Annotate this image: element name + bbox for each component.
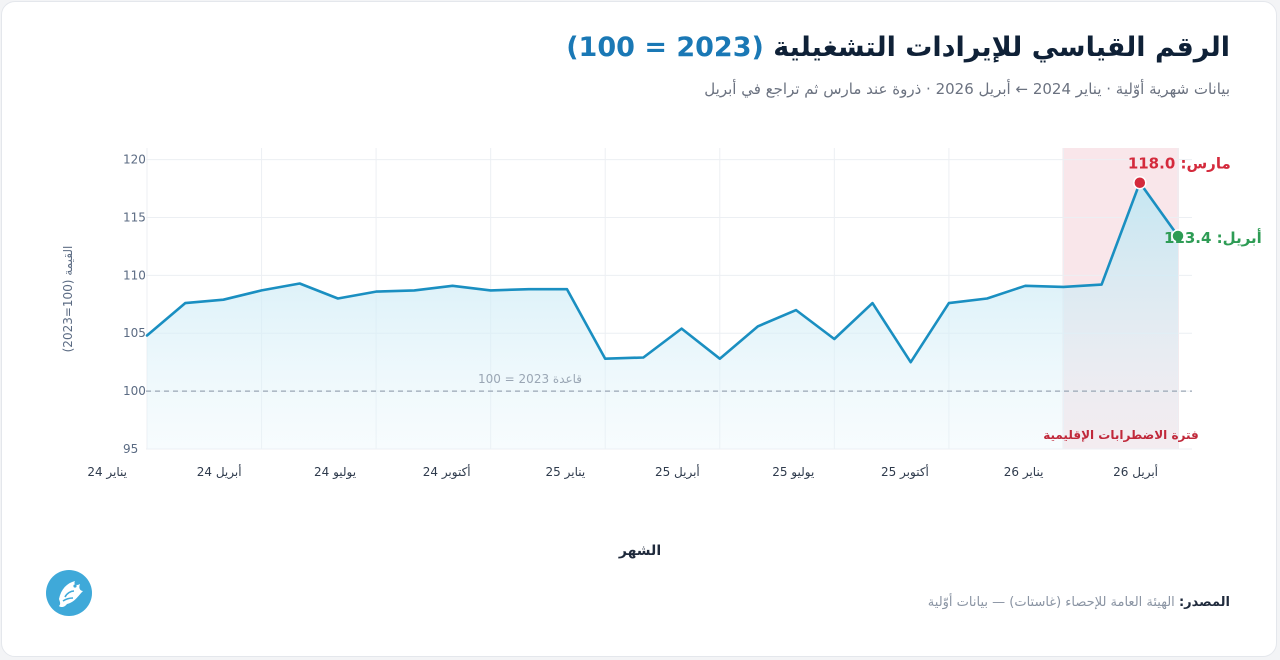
x-tick-label: يناير 24 [87,465,127,480]
y-tick-label: 95 [123,442,138,456]
peak-marker [1133,175,1147,190]
latest-marker [1171,229,1185,243]
x-tick-label: يناير 26 [1004,465,1044,480]
shaded-period-label: فترة الاضطرابات الإقليمية [1043,428,1199,442]
peak-label: مارس: 118.0 [1128,155,1231,173]
y-tick-label: 115 [123,210,146,224]
y-axis-title: القيمة (100=2023) [61,246,75,353]
y-tick-label: 100 [123,384,146,398]
line-chart: قاعدة 2023 = 100 فترة الاضطرابات الإقليمي… [61,148,1262,559]
latest-label: أبريل: 113.4 [1164,228,1262,247]
x-tick-label: أبريل 25 [655,464,700,480]
bird-logo-icon [46,570,92,616]
chart-title-accent: (2023 = 100) [566,32,764,63]
x-tick-label: يوليو 25 [772,465,814,480]
series-line [145,181,1180,364]
source-label: المصدر: [1178,595,1230,610]
x-axis-title: الشهر [618,543,661,559]
chart-title-text: الرقم القياسي للإيرادات التشغيلية [773,32,1230,63]
series-area [147,182,1178,449]
y-tick-label: 110 [123,268,146,282]
baseline-label: قاعدة 2023 = 100 [478,372,582,386]
x-tick-label: أبريل 24 [197,464,242,480]
x-tick-label: أبريل 26 [1113,464,1158,480]
source-note: المصدر: الهيئة العامة للإحصاء (غاستات) —… [928,595,1230,610]
y-tick-label: 105 [123,326,146,340]
x-tick-label: أكتوبر 24 [423,464,471,480]
x-tick-label: يناير 25 [546,465,586,480]
x-tick-label: أكتوبر 25 [881,464,929,480]
chart-subtitle: بيانات شهرية أوّلية · يناير 2024 ← أبريل… [704,80,1230,98]
y-tick-label: 120 [123,153,146,167]
source-text: الهيئة العامة للإحصاء (غاستات) — بيانات … [927,595,1175,610]
x-tick-label: يوليو 24 [314,465,356,480]
chart-title: الرقم القياسي للإيرادات التشغيلية (2023 … [566,32,1230,63]
